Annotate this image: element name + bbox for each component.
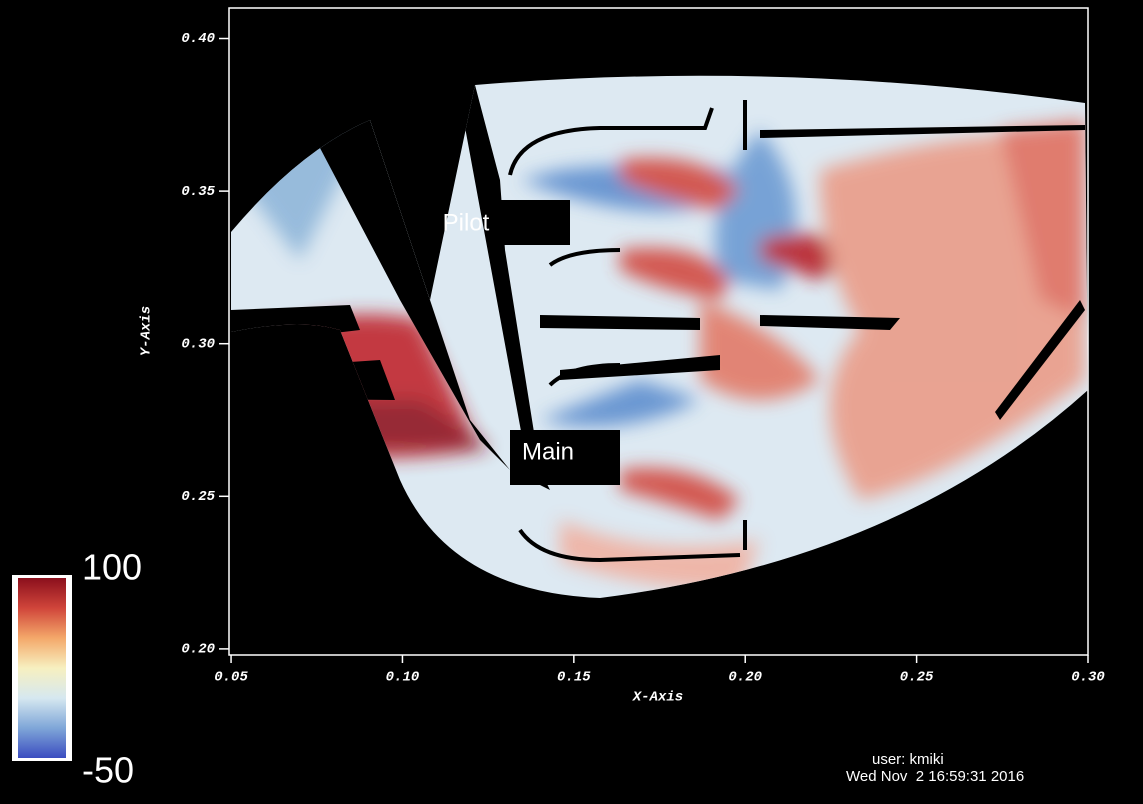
x-tick-label: 0.20 xyxy=(728,670,762,686)
x-tick-label: 0.10 xyxy=(386,670,420,686)
x-tick-label: 0.05 xyxy=(214,670,248,686)
y-tick-label: 0.20 xyxy=(181,642,215,658)
y-axis-label: Y-Axis xyxy=(139,306,155,356)
y-tick-label: 0.25 xyxy=(181,489,215,505)
y-tick-label: 0.30 xyxy=(181,336,215,352)
y-tick-label: 0.35 xyxy=(181,184,215,200)
annotation: Pilot xyxy=(443,209,490,236)
colorbar-max: 100 xyxy=(82,547,142,588)
x-axis-label: X-Axis xyxy=(632,690,683,706)
x-tick-label: 0.25 xyxy=(900,670,934,686)
annotation: Main xyxy=(522,438,574,465)
x-tick-label: 0.30 xyxy=(1071,670,1105,686)
y-tick-label: 0.40 xyxy=(181,31,215,47)
chart: Pilot Main X-Axis Y-Axis 100 -50 user: k… xyxy=(0,0,1143,804)
footer-date: Wed Nov 2 16:59:31 2016 xyxy=(846,768,1024,785)
colorbar xyxy=(18,578,66,758)
footer-user: user: kmiki xyxy=(872,751,944,768)
page: Pilot Main X-Axis Y-Axis 100 -50 user: k… xyxy=(0,0,1143,804)
x-tick-label: 0.15 xyxy=(557,670,591,686)
colorbar-min: -50 xyxy=(82,750,134,791)
